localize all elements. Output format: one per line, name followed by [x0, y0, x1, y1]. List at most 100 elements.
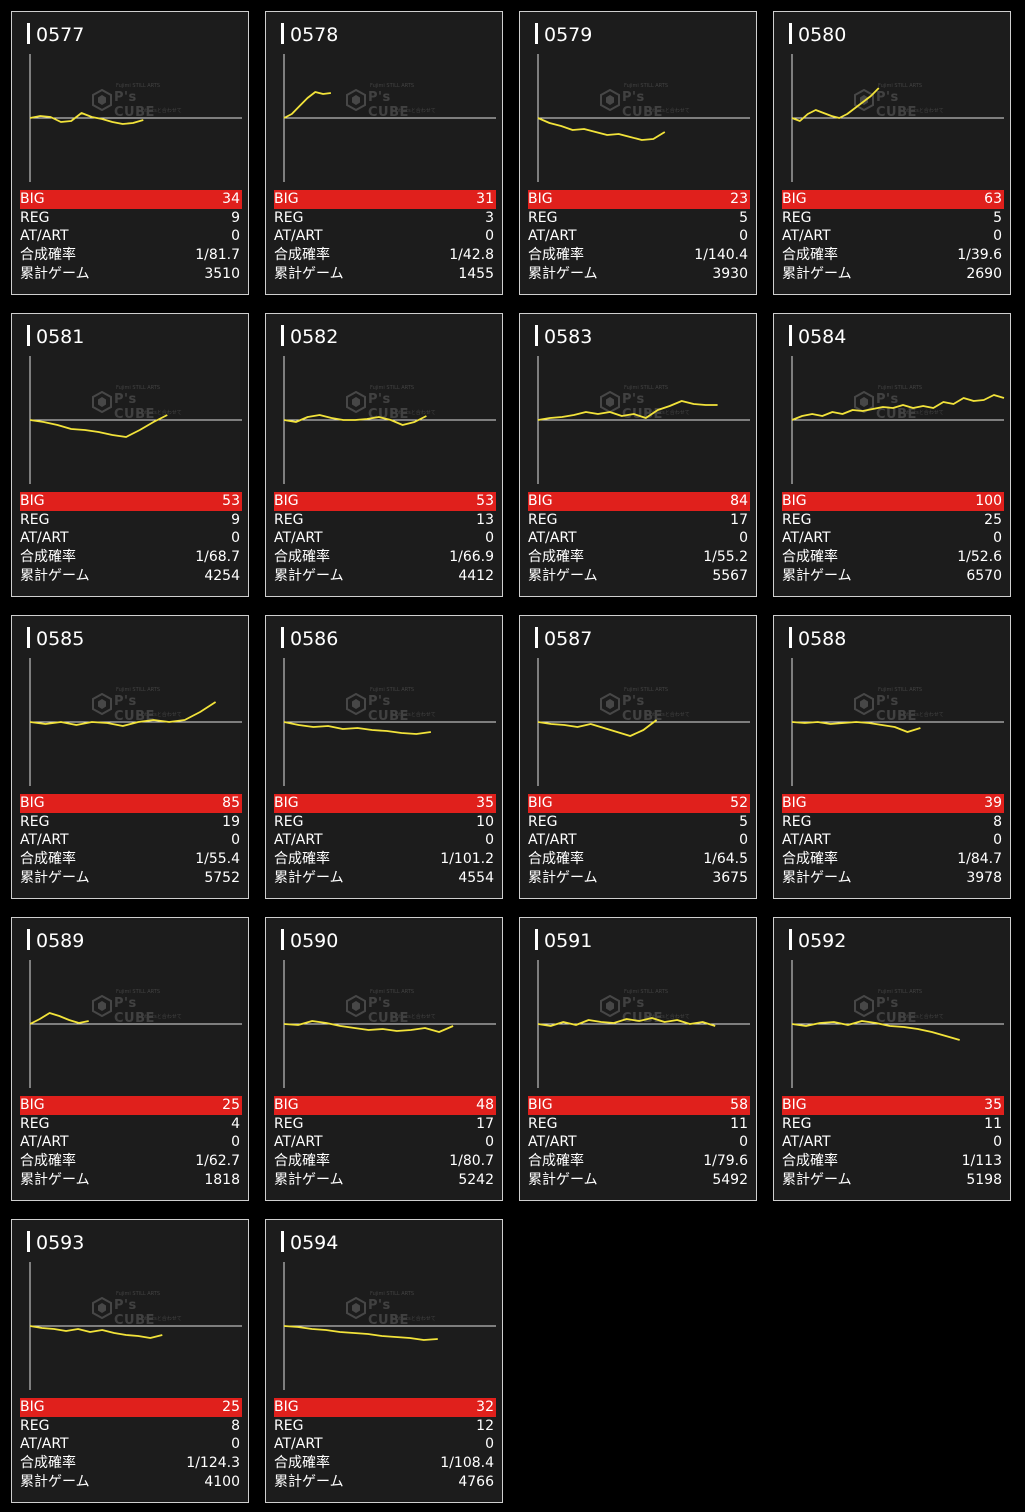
slump-graph: [283, 356, 496, 484]
watermark-logo: P's CUBE Fujimi STILL ARTS slotartsと合わせて: [92, 385, 182, 422]
watermark-logo: P's CUBE Fujimi STILL ARTS slotartsと合わせて: [92, 687, 182, 724]
stat-value: 1/52.6: [957, 549, 1002, 566]
atart-row: AT/ART 0: [782, 529, 1004, 548]
big-row: BIG 100: [782, 492, 1004, 511]
machine-card[interactable]: 0590 P's CUBE Fujimi STILL ARTS slotartsと合わ…: [265, 917, 503, 1201]
machine-card[interactable]: 0579 P's CUBE Fujimi STILL ARTS slotartsと合わ…: [519, 11, 757, 295]
stats-table: BIG 52 REG 5 AT/ART 0 合成確率 1/64.5 累計ゲーム 3675: [528, 794, 750, 887]
stat-value: 0: [993, 530, 1002, 547]
stat-value: 0: [231, 530, 240, 547]
stat-value: 0: [485, 1134, 494, 1151]
cube-icon: [346, 89, 366, 111]
stat-value: 1/68.7: [195, 549, 240, 566]
machine-card[interactable]: 0586 P's CUBE Fujimi STILL ARTS slotartsと合わ…: [265, 615, 503, 899]
machine-card[interactable]: 0583 P's CUBE Fujimi STILL ARTS slotartsと合わ…: [519, 313, 757, 597]
machine-card[interactable]: 0593 P's CUBE Fujimi STILL ARTS slotartsと合わ…: [11, 1219, 249, 1503]
big-row: BIG 35: [274, 794, 496, 813]
reg-row: REG 3: [274, 209, 496, 228]
stat-value: 1/55.2: [703, 549, 748, 566]
machine-card[interactable]: 0582 P's CUBE Fujimi STILL ARTS slotartsと合わ…: [265, 313, 503, 597]
machine-card[interactable]: 0589 P's CUBE Fujimi STILL ARTS slotartsと合わ…: [11, 917, 249, 1201]
machine-card[interactable]: 0585 P's CUBE Fujimi STILL ARTS slotartsと合わ…: [11, 615, 249, 899]
stat-label: AT/ART: [782, 228, 831, 245]
stat-value: 5: [993, 209, 1002, 226]
reg-row: REG 25: [782, 511, 1004, 530]
stat-label: 合成確率: [274, 851, 330, 868]
watermark-line2: slotartsと合わせて: [138, 1316, 182, 1322]
watermark-logo: P's CUBE Fujimi STILL ARTS slotartsと合わせて: [600, 687, 690, 724]
stat-value: 1/55.4: [195, 851, 240, 868]
machine-card[interactable]: 0581 P's CUBE Fujimi STILL ARTS slotartsと合わ…: [11, 313, 249, 597]
machine-card[interactable]: 0580 P's CUBE Fujimi STILL ARTS slotartsと合わ…: [773, 11, 1011, 295]
reg-row: REG 8: [20, 1417, 242, 1436]
machine-card[interactable]: 0578 P's CUBE Fujimi STILL ARTS slotartsと合わ…: [265, 11, 503, 295]
stat-value: 39: [984, 795, 1002, 811]
slump-line: [29, 1325, 163, 1339]
cube-icon: [854, 693, 874, 715]
machine-number: 0584: [789, 323, 846, 349]
stat-value: 3978: [966, 869, 1002, 886]
stat-label: BIG: [528, 1097, 553, 1113]
machine-card[interactable]: 0587 P's CUBE Fujimi STILL ARTS slotartsと合わ…: [519, 615, 757, 899]
total-games-row: 累計ゲーム 1455: [274, 265, 496, 284]
machine-number: 0585: [27, 625, 84, 651]
big-row: BIG 63: [782, 190, 1004, 209]
stat-label: REG: [20, 1417, 50, 1434]
stat-label: 累計ゲーム: [20, 567, 90, 584]
slump-line: [283, 1020, 454, 1033]
stat-value: 34: [222, 191, 240, 207]
machine-card[interactable]: 0584 P's CUBE Fujimi STILL ARTS slotartsと合わ…: [773, 313, 1011, 597]
stat-label: 累計ゲーム: [528, 1171, 598, 1188]
slump-line: [29, 112, 144, 125]
stat-label: AT/ART: [528, 228, 577, 245]
total-games-row: 累計ゲーム 4766: [274, 1473, 496, 1492]
machine-card[interactable]: 0594 P's CUBE Fujimi STILL ARTS slotartsと合わ…: [265, 1219, 503, 1503]
atart-row: AT/ART 0: [274, 1435, 496, 1454]
stats-table: BIG 31 REG 3 AT/ART 0 合成確率 1/42.8 累計ゲーム 1455: [274, 190, 496, 283]
stat-value: 0: [739, 530, 748, 547]
slump-line: [29, 1012, 89, 1025]
machine-number: 0583: [535, 323, 592, 349]
machine-card[interactable]: 0577 P's CUBE Fujimi STILL ARTS slotartsと合わ…: [11, 11, 249, 295]
watermark-line1: Fujimi STILL ARTS: [624, 989, 669, 995]
stat-value: 0: [993, 1134, 1002, 1151]
stats-table: BIG 63 REG 5 AT/ART 0 合成確率 1/39.6 累計ゲーム 2690: [782, 190, 1004, 283]
stat-label: BIG: [528, 191, 553, 207]
stat-label: AT/ART: [274, 1134, 323, 1151]
reg-row: REG 11: [782, 1115, 1004, 1134]
slump-line: [791, 87, 880, 122]
slump-graph: [283, 54, 496, 182]
stat-label: AT/ART: [274, 228, 323, 245]
stat-value: 1/124.3: [186, 1455, 240, 1472]
slump-line: [29, 414, 168, 438]
machine-card[interactable]: 0591 P's CUBE Fujimi STILL ARTS slotartsと合わ…: [519, 917, 757, 1201]
stat-value: 1/42.8: [449, 247, 494, 264]
cube-icon: [854, 995, 874, 1017]
slump-line: [791, 1020, 960, 1041]
stat-label: BIG: [274, 191, 299, 207]
stat-value: 48: [476, 1097, 494, 1113]
stat-label: 合成確率: [20, 851, 76, 868]
watermark-line1: Fujimi STILL ARTS: [878, 385, 923, 391]
stat-label: BIG: [782, 191, 807, 207]
stat-label: 累計ゲーム: [528, 869, 598, 886]
big-row: BIG 53: [20, 492, 242, 511]
atart-row: AT/ART 0: [20, 1435, 242, 1454]
stat-value: 0: [485, 832, 494, 849]
watermark-line2: slotartsと合わせて: [646, 108, 690, 114]
reg-row: REG 12: [274, 1417, 496, 1436]
stat-value: 17: [476, 1115, 494, 1132]
probability-row: 合成確率 1/140.4: [528, 246, 750, 265]
watermark-logo: P's CUBE Fujimi STILL ARTS slotartsと合わせて: [92, 83, 182, 120]
stat-label: 累計ゲーム: [274, 567, 344, 584]
machine-number: 0580: [789, 21, 846, 47]
watermark-brand: P's CUBE: [368, 90, 409, 120]
stat-label: 累計ゲーム: [20, 1171, 90, 1188]
stat-value: 3675: [712, 869, 748, 886]
watermark-line2: slotartsと合わせて: [138, 712, 182, 718]
machine-card[interactable]: 0588 P's CUBE Fujimi STILL ARTS slotartsと合わ…: [773, 615, 1011, 899]
stat-value: 0: [231, 1436, 240, 1453]
big-row: BIG 48: [274, 1096, 496, 1115]
machine-card[interactable]: 0592 P's CUBE Fujimi STILL ARTS slotartsと合わ…: [773, 917, 1011, 1201]
slump-line: [283, 1325, 438, 1341]
